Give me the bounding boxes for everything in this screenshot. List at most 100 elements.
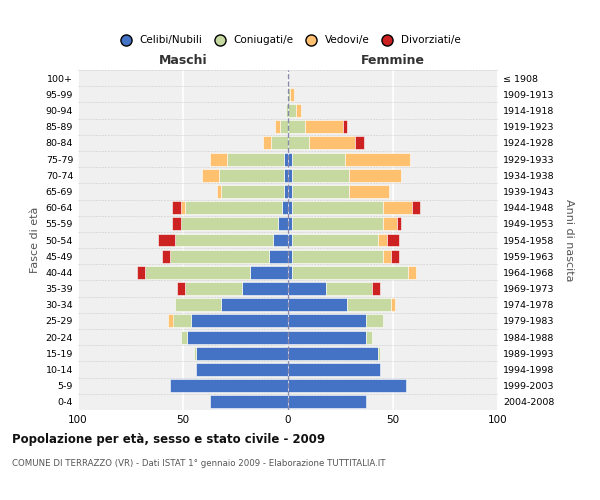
- Bar: [288, 218, 292, 230]
- Bar: [210, 396, 288, 408]
- Bar: [288, 298, 347, 311]
- Bar: [292, 266, 408, 279]
- Bar: [383, 218, 397, 230]
- Bar: [288, 282, 326, 295]
- Bar: [196, 347, 288, 360]
- Bar: [187, 330, 288, 344]
- Bar: [196, 363, 288, 376]
- Bar: [372, 282, 380, 295]
- Bar: [173, 314, 191, 328]
- Bar: [271, 136, 288, 149]
- Bar: [379, 347, 380, 360]
- Bar: [280, 120, 288, 133]
- Bar: [288, 201, 292, 214]
- Bar: [292, 169, 349, 181]
- Bar: [387, 234, 400, 246]
- Bar: [305, 120, 343, 133]
- Bar: [286, 104, 288, 117]
- Bar: [391, 298, 395, 311]
- Bar: [292, 250, 383, 262]
- Bar: [309, 136, 355, 149]
- Bar: [296, 104, 301, 117]
- Bar: [170, 379, 288, 392]
- Bar: [221, 298, 288, 311]
- Bar: [250, 266, 288, 279]
- Bar: [288, 120, 305, 133]
- Bar: [185, 282, 242, 295]
- Y-axis label: Fasce di età: Fasce di età: [30, 207, 40, 273]
- Bar: [284, 185, 288, 198]
- Bar: [292, 152, 344, 166]
- Bar: [210, 152, 227, 166]
- Bar: [284, 152, 288, 166]
- Bar: [343, 120, 347, 133]
- Bar: [355, 136, 364, 149]
- Bar: [288, 169, 292, 181]
- Bar: [181, 201, 185, 214]
- Y-axis label: Anni di nascita: Anni di nascita: [564, 198, 574, 281]
- Bar: [168, 314, 173, 328]
- Bar: [193, 347, 196, 360]
- Bar: [175, 298, 221, 311]
- Bar: [290, 88, 295, 101]
- Bar: [288, 88, 290, 101]
- Bar: [217, 185, 221, 198]
- Bar: [292, 201, 383, 214]
- Bar: [383, 201, 412, 214]
- Bar: [391, 250, 400, 262]
- Bar: [181, 330, 187, 344]
- Bar: [282, 201, 288, 214]
- Bar: [397, 218, 401, 230]
- Bar: [158, 234, 175, 246]
- Text: Popolazione per età, sesso e stato civile - 2009: Popolazione per età, sesso e stato civil…: [12, 432, 325, 446]
- Bar: [263, 136, 271, 149]
- Bar: [227, 152, 284, 166]
- Bar: [275, 120, 280, 133]
- Bar: [288, 347, 379, 360]
- Bar: [181, 218, 277, 230]
- Bar: [379, 234, 387, 246]
- Bar: [176, 282, 185, 295]
- Bar: [366, 330, 372, 344]
- Bar: [412, 201, 420, 214]
- Bar: [288, 250, 292, 262]
- Bar: [284, 169, 288, 181]
- Bar: [288, 152, 292, 166]
- Bar: [288, 379, 406, 392]
- Text: Femmine: Femmine: [361, 54, 425, 67]
- Legend: Celibi/Nubili, Coniugati/e, Vedovi/e, Divorziati/e: Celibi/Nubili, Coniugati/e, Vedovi/e, Di…: [111, 31, 465, 50]
- Bar: [288, 363, 380, 376]
- Bar: [145, 266, 250, 279]
- Bar: [408, 266, 416, 279]
- Bar: [242, 282, 288, 295]
- Bar: [173, 201, 181, 214]
- Bar: [292, 185, 349, 198]
- Bar: [292, 218, 383, 230]
- Bar: [383, 250, 391, 262]
- Bar: [221, 185, 284, 198]
- Bar: [269, 250, 288, 262]
- Bar: [185, 201, 282, 214]
- Bar: [326, 282, 372, 295]
- Bar: [288, 314, 366, 328]
- Text: Maschi: Maschi: [158, 54, 208, 67]
- Bar: [288, 330, 366, 344]
- Text: COMUNE DI TERRAZZO (VR) - Dati ISTAT 1° gennaio 2009 - Elaborazione TUTTITALIA.I: COMUNE DI TERRAZZO (VR) - Dati ISTAT 1° …: [12, 459, 386, 468]
- Bar: [288, 266, 292, 279]
- Bar: [277, 218, 288, 230]
- Bar: [292, 234, 379, 246]
- Bar: [288, 104, 296, 117]
- Bar: [175, 234, 274, 246]
- Bar: [274, 234, 288, 246]
- Bar: [162, 250, 170, 262]
- Bar: [191, 314, 288, 328]
- Bar: [218, 169, 284, 181]
- Bar: [288, 136, 309, 149]
- Bar: [288, 185, 292, 198]
- Bar: [202, 169, 218, 181]
- Bar: [288, 396, 366, 408]
- Bar: [366, 314, 383, 328]
- Bar: [347, 298, 391, 311]
- Bar: [349, 169, 401, 181]
- Bar: [173, 218, 181, 230]
